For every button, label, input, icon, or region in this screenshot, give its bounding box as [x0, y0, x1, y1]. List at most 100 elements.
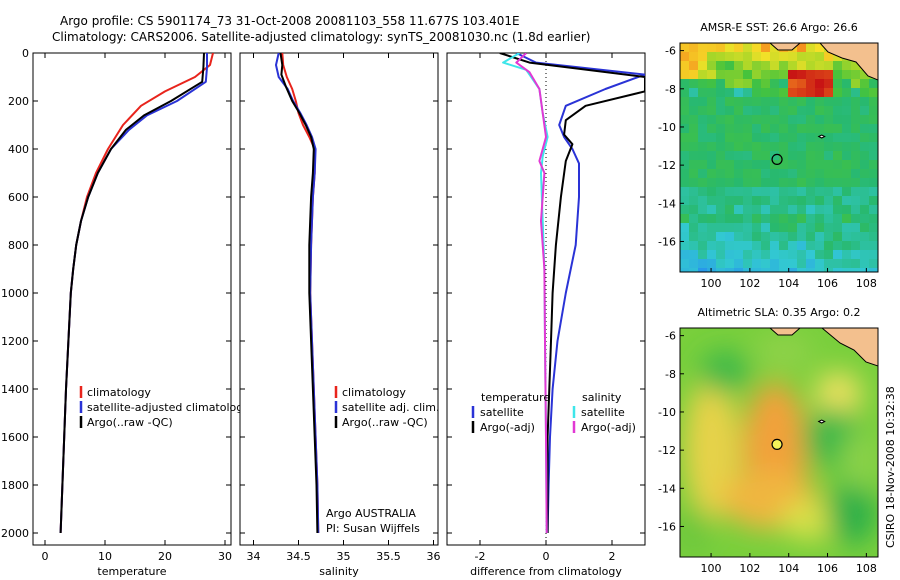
sst-cell — [779, 178, 788, 187]
temperature-x-tick-label: 30 — [218, 550, 232, 563]
sst-cell — [779, 241, 788, 250]
sst-cell — [734, 205, 743, 214]
sst-cell — [842, 259, 851, 268]
sst-cell — [806, 205, 815, 214]
sst-cell — [779, 106, 788, 115]
sst-cell — [797, 151, 806, 160]
sst-cell — [698, 187, 707, 196]
sst-cell — [824, 169, 833, 178]
sst-cell — [797, 124, 806, 133]
sst-cell — [860, 259, 869, 268]
sst-cell — [743, 232, 752, 241]
sst-cell — [788, 124, 797, 133]
sst-cell — [770, 205, 779, 214]
sst-cell — [842, 160, 851, 169]
sst-cell — [815, 160, 824, 169]
depth-tick-label: 0 — [22, 47, 29, 60]
sst-cell — [761, 259, 770, 268]
difference-legend-label: satellite — [480, 406, 524, 419]
sst-cell — [689, 178, 698, 187]
sst-cell — [806, 70, 815, 79]
sst-cell — [824, 259, 833, 268]
sst-cell — [680, 142, 689, 151]
sla-x-tick-label: 106 — [817, 562, 838, 575]
sst-cell — [788, 178, 797, 187]
sst-cell — [689, 151, 698, 160]
sst-cell — [797, 187, 806, 196]
sst-cell — [707, 151, 716, 160]
sst-cell — [707, 223, 716, 232]
sst-cell — [761, 214, 770, 223]
sst-cell — [824, 124, 833, 133]
sst-cell — [725, 268, 734, 272]
sst-cell — [851, 88, 860, 97]
sla-x-tick-label: 108 — [856, 562, 877, 575]
sst-cell — [806, 52, 815, 61]
sst-cell — [761, 151, 770, 160]
sst-map-frame — [679, 42, 879, 273]
sst-cell — [833, 214, 842, 223]
sst-cell — [707, 250, 716, 259]
sst-cell — [734, 232, 743, 241]
sst-cell — [734, 43, 743, 52]
sst-cell — [752, 115, 761, 124]
sst-x-tick-label: 108 — [856, 277, 877, 290]
sst-cell — [779, 187, 788, 196]
salinity-series-line — [279, 53, 319, 534]
salinity-x-tick-label: 36 — [427, 550, 441, 563]
depth-tick-label: 1400 — [1, 383, 29, 396]
sst-cell — [680, 214, 689, 223]
sst-cell — [689, 259, 698, 268]
sst-cell — [797, 223, 806, 232]
salinity-legend-label: climatology — [342, 386, 406, 399]
sst-cell — [716, 250, 725, 259]
sst-cell — [770, 223, 779, 232]
sst-cell — [725, 106, 734, 115]
sst-cell — [716, 187, 725, 196]
sst-cell — [734, 133, 743, 142]
sst-cell — [716, 259, 725, 268]
sst-cell — [752, 259, 761, 268]
sla-blob — [840, 430, 878, 490]
sst-cell — [815, 232, 824, 241]
sst-cell — [815, 259, 824, 268]
sst-cell — [707, 97, 716, 106]
sst-cell — [770, 268, 779, 272]
sst-cell — [770, 52, 779, 61]
sst-cell — [680, 79, 689, 88]
sst-cell — [779, 250, 788, 259]
sst-cell — [788, 61, 797, 70]
sst-cell — [734, 178, 743, 187]
sst-cell — [707, 241, 716, 250]
sst-cell — [851, 97, 860, 106]
sst-cell — [725, 142, 734, 151]
sst-cell — [743, 106, 752, 115]
sst-cell — [689, 241, 698, 250]
sst-cell — [815, 214, 824, 223]
sst-cell — [824, 151, 833, 160]
sst-cell — [797, 268, 806, 272]
sst-cell — [770, 124, 779, 133]
sst-cell — [761, 187, 770, 196]
sst-cell — [770, 160, 779, 169]
sst-cell — [869, 160, 878, 169]
sst-cell — [842, 133, 851, 142]
sst-cell — [869, 106, 878, 115]
sst-cell — [707, 169, 716, 178]
sst-cell — [725, 133, 734, 142]
sla-x-tick-label: 100 — [701, 562, 722, 575]
sst-cell — [752, 169, 761, 178]
sst-cell — [680, 268, 689, 272]
sst-cell — [833, 250, 842, 259]
sst-cell — [824, 61, 833, 70]
sst-cell — [806, 133, 815, 142]
sst-cell — [743, 97, 752, 106]
sst-cell — [842, 115, 851, 124]
sst-cell — [860, 205, 869, 214]
sst-cell — [689, 106, 698, 115]
sst-cell — [680, 169, 689, 178]
temperature-legend-label: Argo(..raw -QC) — [87, 416, 173, 429]
sst-cell — [824, 88, 833, 97]
sst-cell — [851, 142, 860, 151]
